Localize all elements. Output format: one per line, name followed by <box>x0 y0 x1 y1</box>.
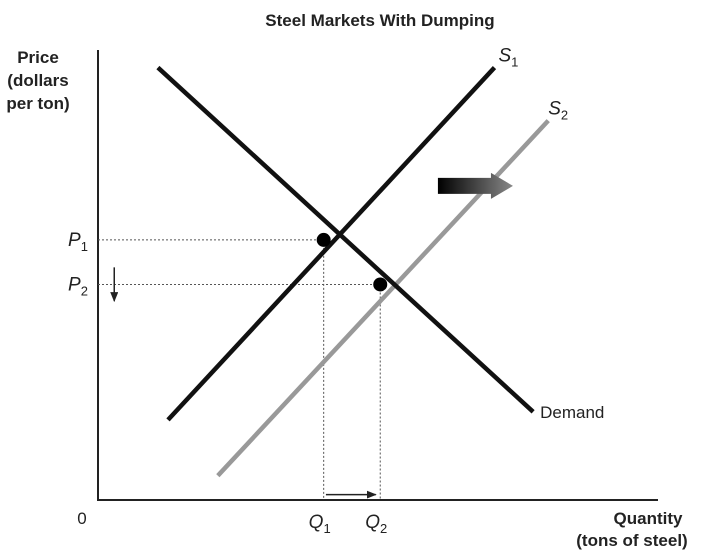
series-layer <box>156 65 550 478</box>
s2-curve <box>216 119 550 478</box>
supply-shift-arrow <box>437 172 513 199</box>
y-axis-label-line-1: Price <box>17 48 59 67</box>
points-layer <box>316 232 388 292</box>
quantity-tick-label-q2: Q2 <box>365 512 387 536</box>
price-tick-label-p1: P1 <box>68 230 88 254</box>
annotations-layer <box>110 172 513 499</box>
price-tick-label-p2: P2 <box>68 274 88 298</box>
x-axis-label-line-2: (tons of steel) <box>576 531 687 550</box>
demand-curve <box>156 65 535 414</box>
x-axis-label-line-1: Quantity <box>614 509 683 528</box>
y-axis-label-line-3: per ton) <box>6 94 69 113</box>
supply-2-label: S2 <box>548 99 568 123</box>
chart-title: Steel Markets With Dumping <box>265 11 494 30</box>
equilibrium-point <box>373 277 388 292</box>
origin-label: 0 <box>77 509 86 528</box>
equilibrium-point <box>316 232 331 247</box>
s1-curve <box>166 66 497 422</box>
y-axis-label-line-2: (dollars <box>7 71 68 90</box>
labels-layer: S1 S2 Demand P1 P2 Q1 Q2 <box>68 46 604 536</box>
supply-1-label: S1 <box>498 46 518 70</box>
quantity-tick-label-q1: Q1 <box>309 512 331 536</box>
guides-layer <box>98 239 381 500</box>
demand-label: Demand <box>540 403 604 422</box>
